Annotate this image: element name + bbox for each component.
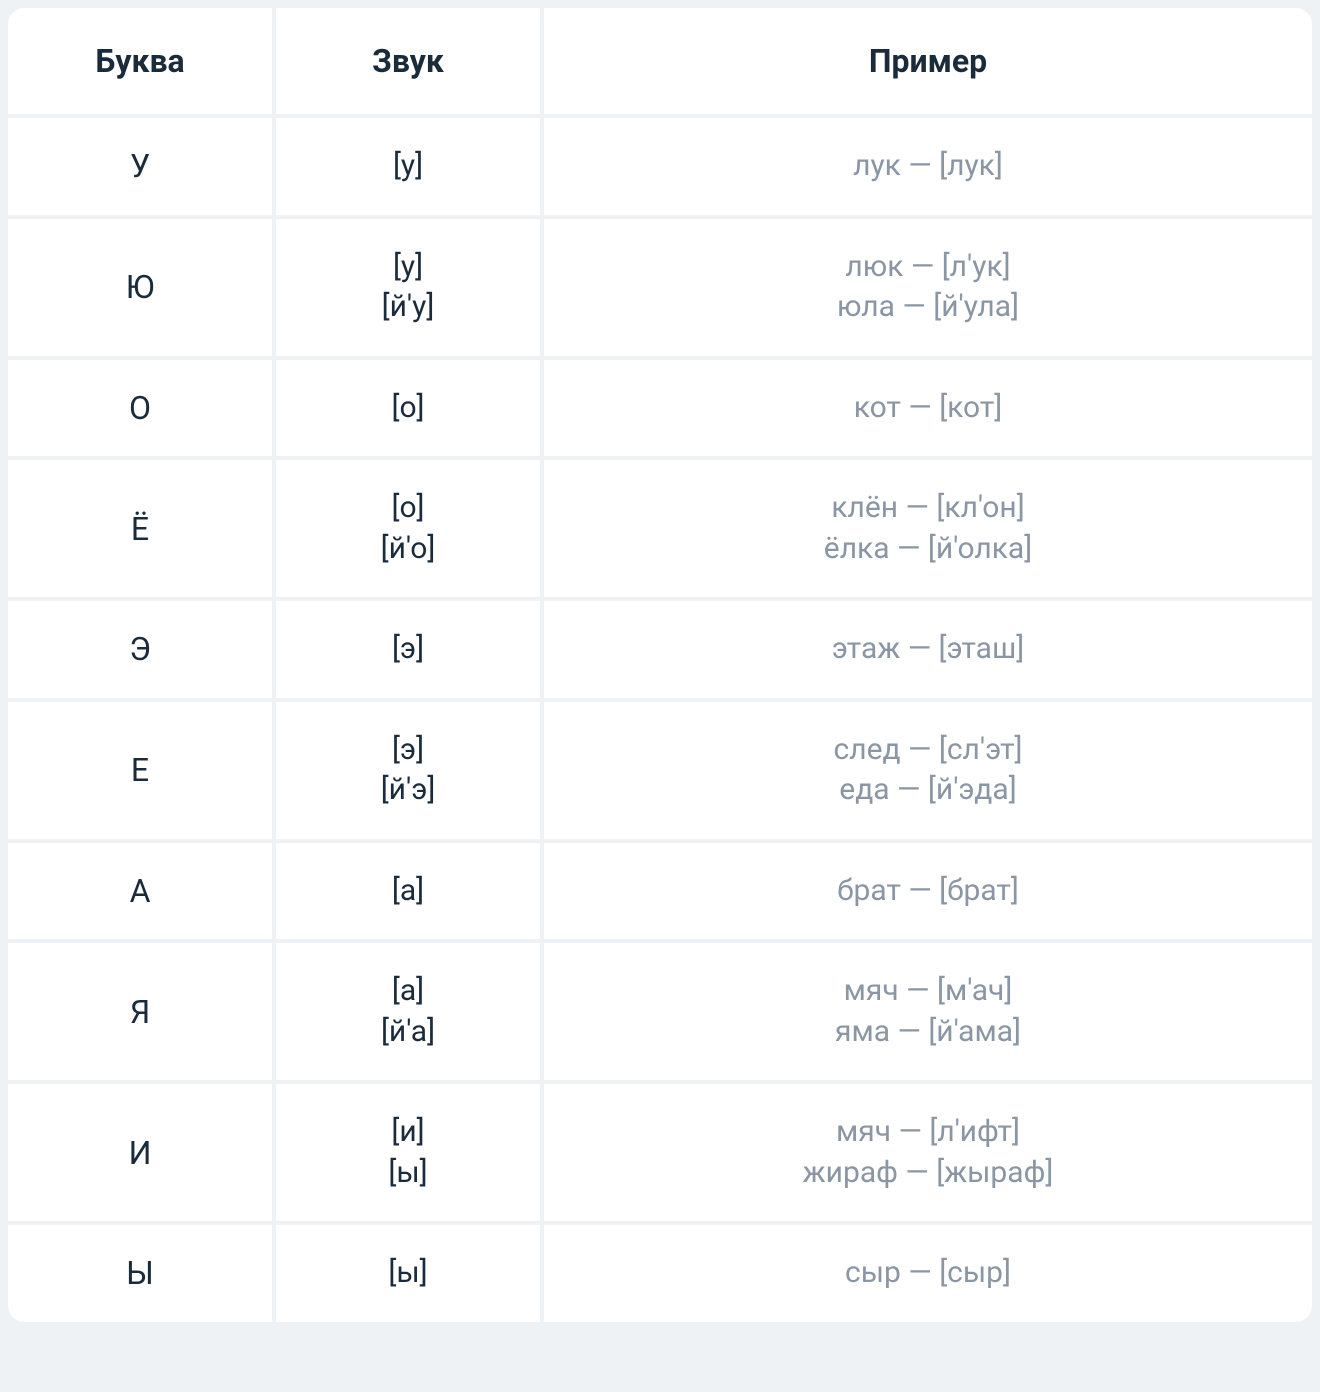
sound-value: [э]: [392, 629, 424, 670]
sound-value: [ы]: [388, 1253, 427, 1294]
example-cell: клён — [кл'он]ёлка — [й'олка]: [544, 460, 1312, 597]
example-cell: брат — [брат]: [544, 843, 1312, 940]
example-cell: кот — [кот]: [544, 360, 1312, 457]
example-value: жираф — [жыраф]: [803, 1153, 1054, 1194]
sound-cell: [у][й'у]: [276, 219, 540, 356]
example-value: лук — [лук]: [853, 146, 1003, 187]
table-row: Я[а][й'а]мяч — [м'ач]яма — [й'ама]: [8, 943, 1312, 1080]
letter-cell: Э: [8, 601, 272, 698]
sound-value: [й'у]: [382, 287, 435, 328]
sound-cell: [э][й'э]: [276, 702, 540, 839]
header-label: Пример: [869, 42, 987, 80]
letter-cell: Ю: [8, 219, 272, 356]
example-cell: мяч — [м'ач]яма — [й'ама]: [544, 943, 1312, 1080]
phonetics-table: Буква Звук Пример У[у]лук — [лук]Ю[у][й'…: [8, 8, 1312, 1322]
letter-value: А: [130, 872, 151, 910]
table-row: Э [э] этаж — [эташ]: [8, 601, 1312, 698]
example-value: брат — [брат]: [837, 871, 1019, 912]
example-value: еда — [й'эда]: [839, 770, 1016, 811]
example-cell: люк — [л'ук]юла — [й'ула]: [544, 219, 1312, 356]
table-row: Ё[о][й'о]клён — [кл'он]ёлка — [й'олка]: [8, 460, 1312, 597]
example-value: юла — [й'ула]: [837, 287, 1019, 328]
example-cell: лук — [лук]: [544, 118, 1312, 215]
sound-cell: [о]: [276, 360, 540, 457]
sound-value: [а]: [392, 971, 424, 1012]
table-row: Ы [ы] сыр — [сыр]: [8, 1225, 1312, 1322]
letter-cell: Ё: [8, 460, 272, 597]
example-value: этаж — [эташ]: [832, 629, 1024, 670]
letter-value: Ю: [126, 268, 155, 306]
letter-value: У: [130, 147, 150, 185]
letter-cell: О: [8, 360, 272, 457]
sound-value: [а]: [392, 871, 424, 912]
sound-value: [у]: [393, 247, 423, 288]
header-label: Буква: [95, 42, 184, 80]
example-value: след — [сл'эт]: [834, 730, 1023, 771]
table-row: И[и][ы]мяч — [л'ифт]жираф — [жыраф]: [8, 1084, 1312, 1221]
letter-value: О: [129, 389, 151, 427]
example-cell: след — [сл'эт]еда — [й'эда]: [544, 702, 1312, 839]
sound-value: [э]: [392, 730, 424, 771]
letter-value: И: [129, 1134, 152, 1172]
table-body: Буква Звук Пример У[у]лук — [лук]Ю[у][й'…: [8, 8, 1312, 1322]
sound-cell: [о][й'о]: [276, 460, 540, 597]
letter-value: Я: [130, 993, 150, 1031]
sound-value: [у]: [393, 146, 423, 187]
header-label: Звук: [372, 42, 444, 80]
example-value: сыр — [сыр]: [845, 1253, 1011, 1294]
letter-value: Э: [129, 630, 151, 668]
header-example: Пример: [544, 8, 1312, 114]
header-sound: Звук: [276, 8, 540, 114]
example-cell: этаж — [эташ]: [544, 601, 1312, 698]
sound-value: [о]: [391, 388, 424, 429]
letter-cell: И: [8, 1084, 272, 1221]
sound-value: [ы]: [388, 1153, 427, 1194]
sound-cell: [у]: [276, 118, 540, 215]
example-value: яма — [й'ама]: [835, 1012, 1021, 1053]
table-row: Е[э][й'э]след — [сл'эт]еда — [й'эда]: [8, 702, 1312, 839]
sound-value: [о]: [391, 488, 424, 529]
example-cell: сыр — [сыр]: [544, 1225, 1312, 1322]
table-header-row: Буква Звук Пример: [8, 8, 1312, 114]
sound-value: [й'о]: [381, 529, 436, 570]
table-row: Ю[у][й'у]люк — [л'ук]юла — [й'ула]: [8, 219, 1312, 356]
letter-cell: А: [8, 843, 272, 940]
example-value: клён — [кл'он]: [831, 488, 1024, 529]
sound-value: [и]: [391, 1112, 424, 1153]
sound-cell: [э]: [276, 601, 540, 698]
example-value: люк — [л'ук]: [845, 247, 1010, 288]
example-cell: мяч — [л'ифт]жираф — [жыраф]: [544, 1084, 1312, 1221]
sound-cell: [и][ы]: [276, 1084, 540, 1221]
table-row: У [у] лук — [лук]: [8, 118, 1312, 215]
table-row: О [о] кот — [кот]: [8, 360, 1312, 457]
example-value: мяч — [м'ач]: [844, 971, 1013, 1012]
sound-value: [й'а]: [381, 1012, 435, 1053]
sound-cell: [а]: [276, 843, 540, 940]
letter-cell: Ы: [8, 1225, 272, 1322]
header-letter: Буква: [8, 8, 272, 114]
sound-value: [й'э]: [381, 770, 436, 811]
letter-value: Е: [131, 751, 149, 789]
letter-value: Ы: [126, 1254, 154, 1292]
example-value: ёлка — [й'олка]: [824, 529, 1032, 570]
letter-cell: У: [8, 118, 272, 215]
example-value: кот — [кот]: [854, 388, 1002, 429]
letter-value: Ё: [131, 510, 149, 548]
table-row: А [а] брат — [брат]: [8, 843, 1312, 940]
sound-cell: [ы]: [276, 1225, 540, 1322]
example-value: мяч — [л'ифт]: [836, 1112, 1020, 1153]
sound-cell: [а][й'а]: [276, 943, 540, 1080]
letter-cell: Е: [8, 702, 272, 839]
letter-cell: Я: [8, 943, 272, 1080]
